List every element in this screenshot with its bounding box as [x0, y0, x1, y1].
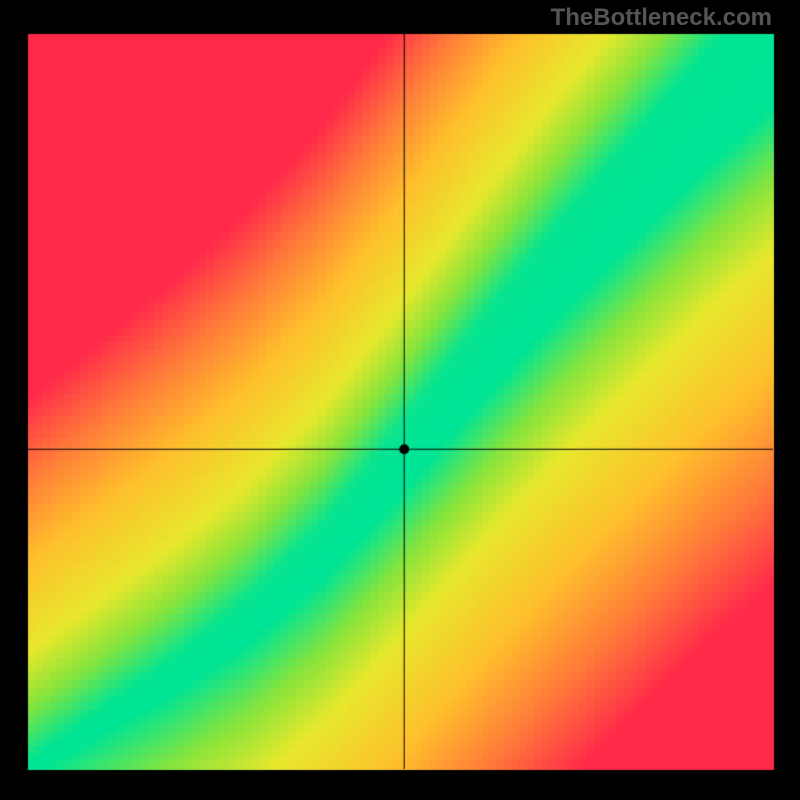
bottleneck-heatmap: [0, 0, 800, 800]
chart-container: TheBottleneck.com: [0, 0, 800, 800]
watermark-text: TheBottleneck.com: [551, 4, 772, 32]
